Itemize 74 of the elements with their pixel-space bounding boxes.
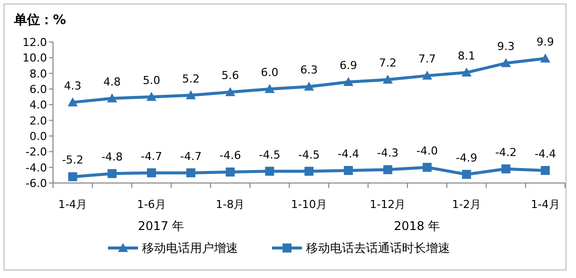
y-tick-label: 10.0 xyxy=(22,52,47,65)
data-label: 5.0 xyxy=(142,74,160,87)
data-label: 5.2 xyxy=(182,72,200,86)
y-tick-label: 4.0 xyxy=(30,98,47,112)
y-tick-label: 2.0 xyxy=(30,114,47,128)
point xyxy=(146,168,156,178)
point xyxy=(264,84,275,93)
x-tick-label: 1-12月 xyxy=(370,198,406,211)
y-tick-label: -6.0 xyxy=(26,177,47,190)
point xyxy=(540,166,550,175)
text: 2017 年 xyxy=(138,219,184,233)
y-tick-label: -4.0 xyxy=(26,161,47,174)
point xyxy=(186,90,196,100)
y-tick-label: 8.0 xyxy=(30,67,47,80)
y-tick-label: 0.0 xyxy=(30,130,47,143)
data-label: -4.5 xyxy=(258,148,280,162)
data-label: 6.9 xyxy=(340,58,358,72)
x-tick-label: 1-8月 xyxy=(216,198,245,211)
point xyxy=(108,169,117,178)
point xyxy=(107,93,118,102)
point xyxy=(186,168,196,178)
data-label: -4.3 xyxy=(377,146,399,160)
data-label: -4.6 xyxy=(219,149,241,162)
data-label: -5.2 xyxy=(62,154,84,167)
data-label: 7.2 xyxy=(379,56,397,70)
point xyxy=(344,166,353,175)
x-tick-label: 1-10月 xyxy=(291,198,327,211)
point xyxy=(382,74,393,84)
data-label: -4.7 xyxy=(140,150,162,163)
legend-label: 移动电话用户增速 xyxy=(142,241,238,255)
x-tick-label: 1-6月 xyxy=(136,198,166,211)
chart-title: 单位：% xyxy=(13,12,66,28)
point xyxy=(304,166,314,176)
point xyxy=(500,58,511,68)
y-tick-label: -2.0 xyxy=(26,146,47,159)
point xyxy=(383,165,392,174)
point xyxy=(225,87,236,96)
point xyxy=(304,82,314,91)
x-tick-label: 1-4月 xyxy=(58,198,88,211)
data-label: -4.9 xyxy=(456,151,478,164)
point xyxy=(422,162,432,172)
text: 2018 年 xyxy=(394,219,440,233)
data-label: -4.4 xyxy=(534,147,556,160)
data-label: -4.5 xyxy=(298,148,320,162)
data-label: -4.0 xyxy=(416,144,438,158)
data-label: 6.0 xyxy=(260,66,278,79)
x-tick-label: 1-2月 xyxy=(452,198,482,211)
y-tick-label: 6.0 xyxy=(30,83,47,96)
data-label: 9.9 xyxy=(536,35,554,48)
data-label: 4.8 xyxy=(103,75,121,88)
data-label: 8.1 xyxy=(458,50,476,63)
point xyxy=(265,166,274,176)
data-label: -4.8 xyxy=(101,150,123,164)
point xyxy=(226,168,235,177)
x-tick-label: 1-4月 xyxy=(530,198,560,211)
y-tick-label: 12.0 xyxy=(22,36,47,49)
data-label: 7.7 xyxy=(418,52,436,66)
data-label: 5.6 xyxy=(221,69,239,82)
legend-label: 移动电话去话通话时长增速 xyxy=(306,241,450,255)
point xyxy=(462,68,472,77)
data-label: -4.7 xyxy=(180,150,202,163)
point xyxy=(68,172,78,182)
data-label: -4.2 xyxy=(495,146,517,159)
data-label: 4.3 xyxy=(64,79,82,92)
data-label: 9.3 xyxy=(497,40,515,54)
point xyxy=(146,92,156,101)
point xyxy=(343,76,354,86)
point xyxy=(540,53,550,62)
data-label: -4.4 xyxy=(338,147,360,160)
point xyxy=(501,164,510,174)
point xyxy=(68,97,78,106)
data-label: 6.3 xyxy=(300,64,318,77)
point xyxy=(462,170,472,179)
point xyxy=(422,70,432,80)
